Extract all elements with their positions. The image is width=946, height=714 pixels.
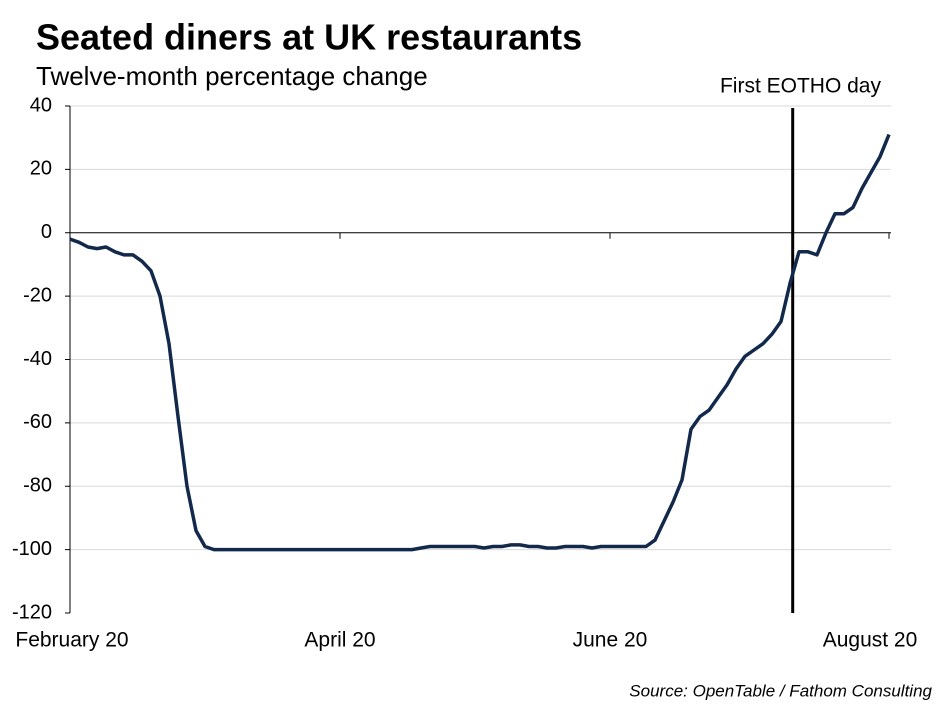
y-tick-label: -20 <box>23 284 52 306</box>
y-tick-label: -80 <box>23 475 52 497</box>
y-tick-label: 20 <box>30 158 52 180</box>
y-tick-label: 0 <box>41 221 52 243</box>
source: Source: OpenTable / Fathom Consulting <box>629 681 932 700</box>
y-tick-label: 40 <box>30 94 52 116</box>
x-tick-label: February 20 <box>15 629 128 652</box>
y-tick-label: -100 <box>12 538 52 560</box>
data-line <box>69 133 891 552</box>
x-tick-label: June 20 <box>573 629 648 652</box>
y-tick-label: -60 <box>23 411 52 433</box>
y-tick-label: -120 <box>12 601 52 623</box>
x-tick-label: April 20 <box>304 629 375 652</box>
chart-subtitle: Twelve-month percentage change <box>36 61 428 91</box>
chart-title: Seated diners at UK restaurants <box>36 17 582 58</box>
y-tick-label: -40 <box>23 348 52 370</box>
annotation-label: First EOTHO day <box>720 75 882 98</box>
x-tick-label: August 20 <box>823 629 918 652</box>
